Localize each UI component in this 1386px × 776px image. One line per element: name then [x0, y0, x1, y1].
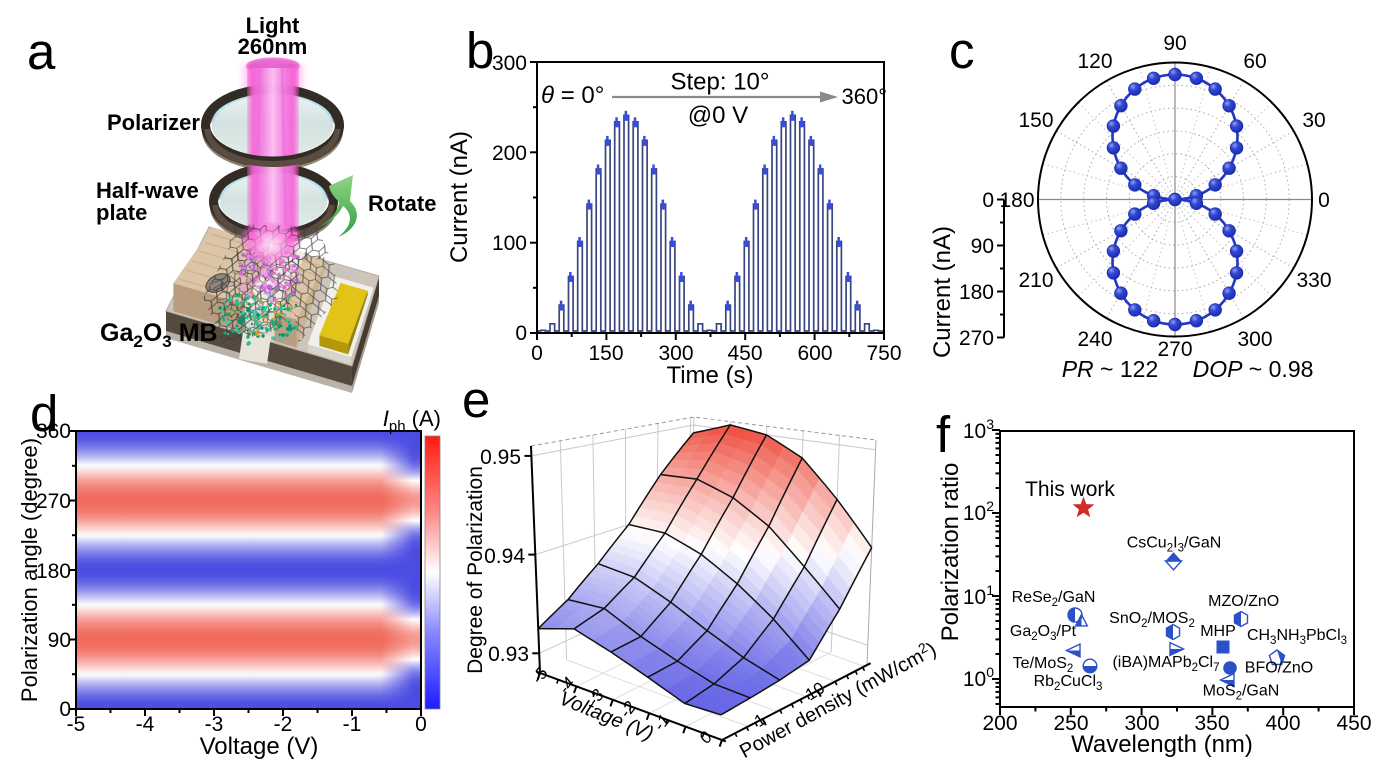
svg-text:PR ~ 122: PR ~ 122: [1062, 356, 1159, 382]
svg-text:300: 300: [1124, 712, 1159, 735]
svg-text:@0 V: @0 V: [688, 102, 748, 129]
svg-text:350: 350: [1194, 712, 1229, 735]
svg-text:Rotate: Rotate: [368, 191, 436, 216]
svg-text:200: 200: [982, 712, 1017, 735]
svg-text:0.95: 0.95: [480, 446, 521, 469]
svg-text:CsCu2I3/GaN: CsCu2I3/GaN: [1127, 535, 1222, 555]
svg-text:300: 300: [1237, 328, 1272, 351]
svg-text:750: 750: [866, 342, 901, 365]
svg-text:f: f: [936, 406, 951, 463]
svg-text:100: 100: [492, 232, 527, 255]
svg-text:Polarization angle (degree): Polarization angle (degree): [17, 438, 42, 702]
svg-text:0: 0: [515, 322, 527, 345]
svg-text:Polarization ratio: Polarization ratio: [937, 463, 964, 642]
svg-text:c: c: [949, 22, 975, 79]
svg-text:450: 450: [1336, 712, 1371, 735]
svg-text:300: 300: [658, 342, 693, 365]
svg-text:180: 180: [959, 281, 994, 304]
svg-text:90: 90: [1163, 32, 1186, 55]
svg-text:Half-wave: Half-wave: [96, 178, 199, 203]
svg-text:210: 210: [1018, 269, 1053, 292]
svg-text:Wavelength (nm): Wavelength (nm): [1071, 731, 1253, 758]
svg-text:Ga2O3 MB: Ga2O3 MB: [100, 319, 218, 351]
svg-text:DOP ~ 0.98: DOP ~ 0.98: [1193, 356, 1314, 382]
svg-text:MHP: MHP: [1200, 623, 1236, 640]
svg-text:This work: This work: [1025, 478, 1115, 501]
svg-text:150: 150: [1018, 109, 1053, 132]
svg-text:0: 0: [59, 698, 71, 721]
svg-text:180: 180: [999, 189, 1034, 212]
svg-text:plate: plate: [96, 200, 147, 225]
svg-text:60: 60: [1243, 50, 1266, 73]
svg-text:360°: 360°: [841, 84, 887, 109]
svg-text:θ = 0°: θ = 0°: [541, 82, 604, 109]
svg-text:e: e: [462, 371, 490, 428]
svg-text:Voltage (V): Voltage (V): [200, 733, 319, 760]
svg-text:Rb2CuCl3: Rb2CuCl3: [1034, 673, 1103, 693]
svg-text:0: 0: [982, 189, 994, 212]
svg-text:-1: -1: [343, 713, 362, 736]
svg-text:Time (s): Time (s): [666, 362, 753, 389]
svg-text:d: d: [30, 385, 58, 442]
svg-text:Step: 10°: Step: 10°: [671, 69, 770, 96]
svg-text:a: a: [27, 23, 56, 80]
svg-text:Polarizer: Polarizer: [107, 110, 200, 135]
svg-text:Iph (A): Iph (A): [383, 406, 441, 435]
svg-text:Degree of Polarization: Degree of Polarization: [464, 466, 487, 674]
svg-text:250: 250: [1053, 712, 1088, 735]
svg-text:330: 330: [1296, 269, 1331, 292]
svg-text:0: 0: [1318, 189, 1330, 212]
svg-text:BFO/ZnO: BFO/ZnO: [1245, 659, 1313, 676]
svg-text:-2: -2: [274, 713, 293, 736]
svg-text:ReSe2/GaN: ReSe2/GaN: [1012, 589, 1096, 609]
svg-text:0.93: 0.93: [488, 643, 529, 666]
svg-text:MZO/ZnO: MZO/ZnO: [1208, 593, 1279, 610]
svg-text:30: 30: [1302, 109, 1325, 132]
svg-text:400: 400: [1265, 712, 1300, 735]
svg-text:Current (nA): Current (nA): [446, 131, 473, 263]
svg-text:260nm: 260nm: [238, 34, 308, 59]
svg-text:-5: -5: [67, 713, 86, 736]
svg-text:270: 270: [959, 327, 994, 350]
svg-text:Light: Light: [246, 13, 300, 38]
svg-text:450: 450: [727, 342, 762, 365]
svg-text:150: 150: [588, 342, 623, 365]
svg-text:0.94: 0.94: [484, 545, 525, 568]
svg-text:-3: -3: [205, 713, 224, 736]
svg-text:SnO2/MOS2: SnO2/MOS2: [1109, 610, 1195, 630]
svg-text:0: 0: [531, 342, 543, 365]
svg-text:90: 90: [971, 235, 994, 258]
svg-text:MoS2/GaN: MoS2/GaN: [1203, 682, 1280, 702]
svg-text:Current (nA): Current (nA): [929, 226, 956, 358]
svg-text:600: 600: [797, 342, 832, 365]
svg-text:90: 90: [48, 629, 71, 652]
svg-text:Ga2O3/Pt: Ga2O3/Pt: [1010, 623, 1077, 643]
svg-text:270: 270: [36, 490, 71, 513]
svg-text:-4: -4: [136, 713, 155, 736]
svg-text:200: 200: [492, 142, 527, 165]
svg-text:120: 120: [1077, 50, 1112, 73]
svg-text:240: 240: [1077, 328, 1112, 351]
svg-text:270: 270: [1157, 338, 1192, 361]
svg-text:180: 180: [36, 560, 71, 583]
svg-text:b: b: [466, 22, 494, 79]
svg-text:Te/MoS2: Te/MoS2: [1013, 655, 1074, 675]
svg-text:300: 300: [492, 52, 527, 75]
svg-text:360: 360: [36, 420, 71, 443]
svg-text:0: 0: [415, 713, 427, 736]
